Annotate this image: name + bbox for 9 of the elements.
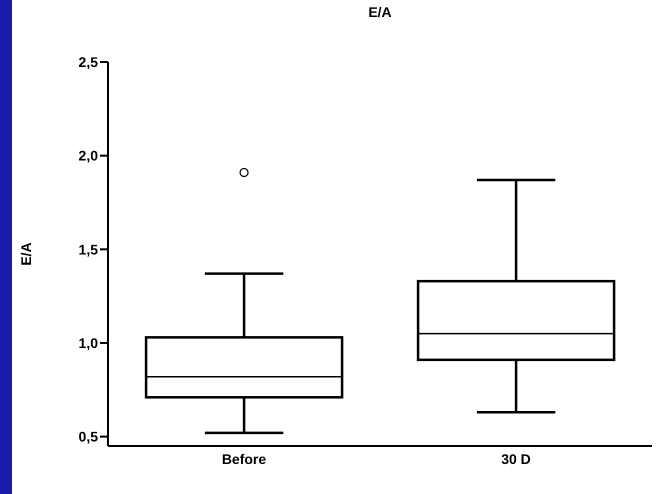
y-tick-label: 1,5: [78, 241, 98, 258]
x-tick-label: 30 D: [501, 450, 531, 467]
y-tick-label: 2,5: [78, 54, 98, 70]
y-tick-label: 2,0: [78, 148, 98, 164]
y-tick-label: 0,5: [78, 428, 98, 445]
x-tick-label: Before: [222, 450, 266, 467]
y-tick-label: 1,0: [78, 334, 98, 351]
chart-title: E/A: [367, 4, 393, 20]
y-axis-title: E/A: [18, 242, 34, 266]
